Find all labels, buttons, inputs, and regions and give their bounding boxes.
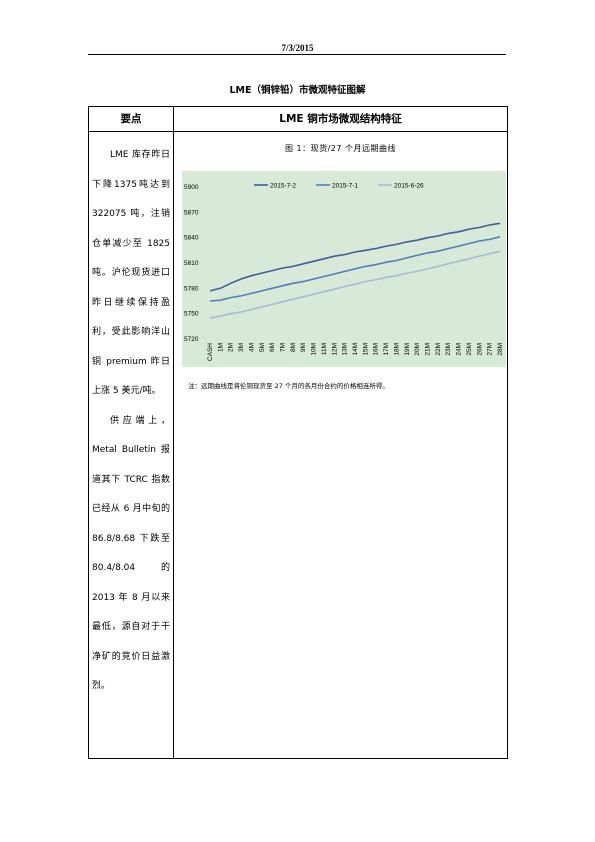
x-tick-label: 16M: [373, 343, 380, 356]
x-tick-label: 8M: [290, 343, 297, 352]
x-tick-label: 17M: [383, 343, 390, 356]
x-tick-label: 28M: [497, 343, 504, 356]
x-tick-label: 11M: [321, 343, 328, 355]
paragraph-supply: 供应端上，Metal Bulletin 报道其下 TCRC 指数已经从 6 月中…: [92, 415, 170, 692]
column-divider: [173, 107, 174, 758]
y-tick-label: 5810: [184, 260, 199, 267]
x-tick-label: CASH: [207, 343, 214, 361]
x-tick-label: 19M: [404, 343, 411, 356]
y-tick-label: 5900: [184, 184, 199, 191]
x-tick-label: 27M: [487, 343, 494, 356]
x-tick-label: 13M: [342, 343, 349, 356]
x-tick-label: 23M: [445, 343, 452, 356]
x-tick-label: 4M: [248, 343, 255, 352]
y-tick-label: 5840: [184, 235, 199, 242]
page-date: 7/3/2015: [281, 43, 314, 53]
forward-curve-chart: 5720 5750 5780 5810 5840 5870 5900 CASH 1M 2M 3M 4…: [182, 171, 506, 367]
x-tick-label: 25M: [466, 343, 473, 356]
y-axis: 5720 5750 5780 5810 5840 5870 5900: [184, 184, 199, 343]
legend-label: 2015-6-26: [394, 183, 424, 190]
y-tick-label: 5780: [184, 285, 199, 292]
legend-label: 2015-7-1: [332, 183, 358, 190]
x-tick-label: 10M: [311, 343, 318, 356]
chart-series: [209, 222, 501, 319]
paragraph-inventory: LME 库存昨日下降1375吨达到 322075 吨，注销仓单减少至 1825 …: [92, 150, 170, 396]
y-tick-label: 5720: [184, 336, 199, 343]
y-tick-label: 5870: [184, 209, 199, 216]
header-key-points: 要点: [120, 113, 142, 125]
figure-note: 注：远期曲线是将伦铜现货至 27 个月的各月份合约的价格相连所得。: [188, 382, 389, 390]
chart-plot-background: [182, 171, 506, 367]
main-table: 要点 LME 铜市场微观结构特征 LME 库存昨日下降1375吨达到 32207…: [88, 106, 508, 759]
x-tick-label: 20M: [414, 343, 421, 356]
legend-label: 2015-7-2: [270, 183, 296, 190]
series-line-2015-7-2: [209, 222, 501, 292]
header-market-structure: LME 铜市场微观结构特征: [279, 113, 402, 125]
x-tick-label: 24M: [456, 343, 463, 356]
x-tick-label: 9M: [300, 343, 307, 352]
x-tick-label: 1M: [217, 343, 224, 352]
x-tick-label: 2M: [228, 343, 235, 352]
x-tick-label: 15M: [362, 343, 369, 356]
y-tick-label: 5750: [184, 311, 199, 318]
x-tick-label: 18M: [393, 343, 400, 356]
key-points-text: LME 库存昨日下降1375吨达到 322075 吨，注销仓单减少至 1825 …: [89, 131, 173, 702]
chart-legend: 2015-7-2 2015-7-1 2015-6-26: [254, 183, 424, 190]
figure-caption: 图 1：现货/27 个月远期曲线: [284, 144, 397, 153]
header-divider: [89, 131, 507, 132]
series-line-2015-7-1: [209, 236, 501, 302]
series-line-2015-6-26: [209, 250, 501, 319]
page-title: LME（铜锌铅）市微观特征图解: [229, 85, 366, 96]
x-tick-label: 26M: [476, 343, 483, 356]
x-tick-label: 21M: [425, 343, 432, 356]
x-tick-label: 7M: [280, 343, 287, 352]
x-tick-label: 3M: [238, 343, 245, 352]
x-tick-label: 22M: [435, 343, 442, 356]
x-tick-label: 12M: [331, 343, 338, 356]
x-tick-label: 14M: [352, 343, 359, 356]
header-rule: [88, 54, 506, 55]
x-axis: CASH 1M 2M 3M 4M 5M 6M 7M 8M 9M 10M 11M 12M 13M 14M 15M…: [207, 343, 504, 361]
x-tick-label: 5M: [259, 343, 266, 352]
x-tick-label: 6M: [269, 343, 276, 352]
